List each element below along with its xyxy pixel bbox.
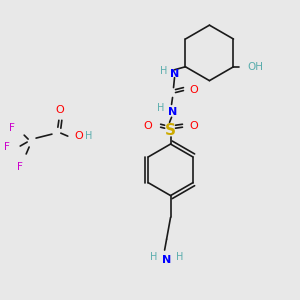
Text: OH: OH [247,62,263,72]
Text: H: H [160,66,168,76]
Text: S: S [165,123,176,138]
Text: O: O [74,131,83,141]
Text: O: O [189,85,198,94]
Text: H: H [176,252,183,262]
Text: F: F [4,142,10,152]
Text: O: O [56,105,64,116]
Text: N: N [168,107,177,117]
Text: O: O [143,121,152,131]
Text: O: O [189,121,198,131]
Text: H: H [150,252,158,262]
Text: H: H [85,131,92,141]
Text: N: N [170,69,179,79]
Text: N: N [162,255,171,265]
Text: F: F [9,123,15,133]
Text: H: H [157,103,165,113]
Text: F: F [17,162,23,172]
